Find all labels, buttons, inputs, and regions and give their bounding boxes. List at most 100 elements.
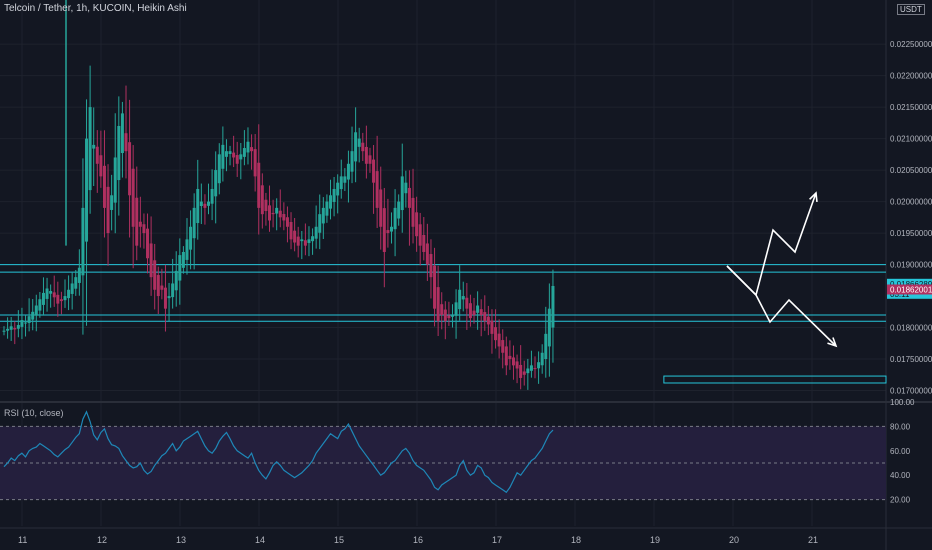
candle-body (167, 296, 171, 299)
candle-body (128, 142, 132, 196)
candle-body (239, 154, 243, 160)
candle-body (382, 208, 386, 252)
candle-body (343, 176, 347, 183)
candle-body (2, 330, 6, 332)
candle-body (300, 239, 304, 242)
price-tick-label: 0.02150000 (890, 103, 932, 112)
rsi-tick-label: 100.00 (890, 398, 915, 407)
candle-body (34, 305, 38, 316)
candle-body (458, 289, 462, 310)
candle-body (329, 195, 333, 209)
candle-body (307, 239, 311, 243)
time-tick-label: 14 (255, 535, 265, 545)
candle-body (210, 188, 214, 204)
candle-body (27, 316, 31, 323)
candle-body (74, 277, 78, 289)
price-tick-label: 0.02250000 (890, 40, 932, 49)
time-axis[interactable]: 11 12 13 14 15 16 17 18 19 20 21 (18, 535, 818, 545)
candle-body (178, 255, 182, 281)
time-tick-label: 16 (413, 535, 423, 545)
price-tick-label: 0.01750000 (890, 355, 932, 364)
candle-body (282, 214, 286, 221)
rsi-tick-label: 20.00 (890, 496, 911, 505)
rsi-tick-label: 80.00 (890, 422, 911, 431)
price-tick-label: 0.02200000 (890, 72, 932, 81)
candle-body (293, 230, 297, 243)
candle-body (217, 154, 221, 184)
candle-body (486, 316, 490, 325)
candle-body (547, 308, 551, 347)
candle-body (63, 296, 67, 301)
candle-body (257, 162, 261, 208)
candle-body (52, 292, 56, 298)
candle-body (181, 251, 185, 268)
candle-body (325, 201, 329, 216)
candle-body (321, 207, 325, 224)
candle-body (468, 303, 472, 319)
support-zone-box (663, 375, 887, 384)
candle-body (296, 236, 300, 246)
price-tick-label: 0.02050000 (890, 166, 932, 175)
rsi-tick-label: 40.00 (890, 471, 911, 480)
candle-body (336, 182, 340, 196)
candle-body (433, 265, 437, 309)
candles (2, 0, 555, 390)
candle-body (379, 189, 383, 227)
time-tick-label: 12 (97, 535, 107, 545)
candle-body (318, 214, 322, 233)
candle-body (9, 326, 13, 330)
currency-badge[interactable]: USDT (897, 4, 925, 15)
candle-body (436, 287, 440, 322)
candle-body (41, 292, 45, 305)
candle-body (196, 188, 200, 224)
candle-body (311, 236, 315, 242)
candle-body (102, 165, 106, 208)
candle-body (56, 294, 60, 304)
candle-body (124, 133, 128, 152)
projection-arrows (726, 191, 838, 348)
candle-body (95, 146, 99, 164)
candle-body (232, 152, 236, 158)
candle-body (375, 171, 379, 208)
candle-body (529, 365, 533, 371)
price-tick-label: 0.02000000 (890, 198, 932, 207)
candle-body (429, 254, 433, 278)
price-badge-label: 0.01862001 (890, 286, 932, 295)
candle-body (501, 340, 505, 353)
candle-body (483, 312, 487, 322)
candle-body (289, 222, 293, 240)
time-tick-label: 19 (650, 535, 660, 545)
price-axis[interactable]: 0.02250000 0.02200000 0.02150000 0.02100000… (887, 40, 932, 505)
candle-body (153, 260, 157, 290)
candle-body (461, 296, 465, 300)
candle-body (354, 132, 358, 162)
time-tick-label: 21 (808, 535, 818, 545)
candle-body (533, 368, 537, 370)
candle-body (368, 155, 372, 164)
bearish-arrow (726, 265, 837, 347)
candle-body (70, 283, 74, 294)
candle-body (372, 159, 376, 183)
rsi-tick-label: 60.00 (890, 447, 911, 456)
candle-body (235, 155, 239, 164)
candle-body (31, 311, 35, 320)
price-tick-label: 0.02100000 (890, 135, 932, 144)
candle-body (221, 144, 225, 169)
candle-body (120, 113, 124, 154)
candle-body (138, 221, 142, 227)
chart-title: Telcoin / Tether, 1h, KUCOIN, Heikin Ash… (4, 3, 187, 14)
candle-body (192, 207, 196, 239)
candle-body (425, 243, 429, 265)
candle-body (479, 309, 483, 315)
candle-body (504, 346, 508, 366)
candle-body (511, 357, 515, 366)
candle-body (16, 325, 20, 329)
candle-body (106, 186, 110, 234)
candle-body (38, 299, 42, 311)
candle-body (185, 239, 189, 260)
candle-body (346, 163, 350, 180)
candle-body (264, 199, 268, 212)
candle-body (199, 201, 203, 207)
candle-body (207, 201, 211, 206)
